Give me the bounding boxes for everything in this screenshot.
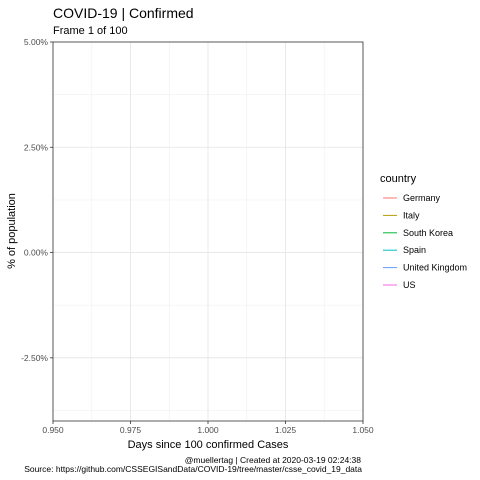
legend-entry-label: United Kingdom <box>403 263 467 273</box>
y-tick-label: 5.00% <box>24 37 49 47</box>
y-tick-label: 0.00% <box>24 248 49 258</box>
x-tick-label: 1.000 <box>197 425 219 435</box>
x-tick-label: 0.950 <box>42 425 64 435</box>
y-axis: -2.50% 0.00% 2.50% 5.00% <box>21 37 53 363</box>
y-tick-label: 2.50% <box>24 142 49 152</box>
legend-entry-label: Germany <box>403 193 441 203</box>
legend-entry-label: Spain <box>403 245 426 255</box>
y-axis-label: % of population <box>6 193 18 269</box>
legend-title: country <box>380 173 417 185</box>
x-axis-label: Days since 100 confirmed Cases <box>128 439 289 451</box>
x-axis: 0.950 0.975 1.000 1.025 1.050 <box>42 421 374 435</box>
legend-entry-label: South Korea <box>403 228 453 238</box>
chart-subtitle: Frame 1 of 100 <box>53 25 128 37</box>
legend: country Germany Italy South Korea Spain Unit… <box>380 173 467 290</box>
legend-entry-label: US <box>403 280 416 290</box>
caption-credit: @muellertag | Created at 2020-03-19 02:2… <box>185 455 361 465</box>
x-tick-label: 1.050 <box>352 425 374 435</box>
x-tick-label: 1.025 <box>275 425 297 435</box>
legend-entry-label: Italy <box>403 210 420 220</box>
caption-source: Source: https://github.com/CSSEGISandDat… <box>24 464 362 474</box>
x-tick-label: 0.975 <box>120 425 142 435</box>
chart-title: COVID-19 | Confirmed <box>53 5 194 21</box>
y-tick-label: -2.50% <box>21 353 48 363</box>
